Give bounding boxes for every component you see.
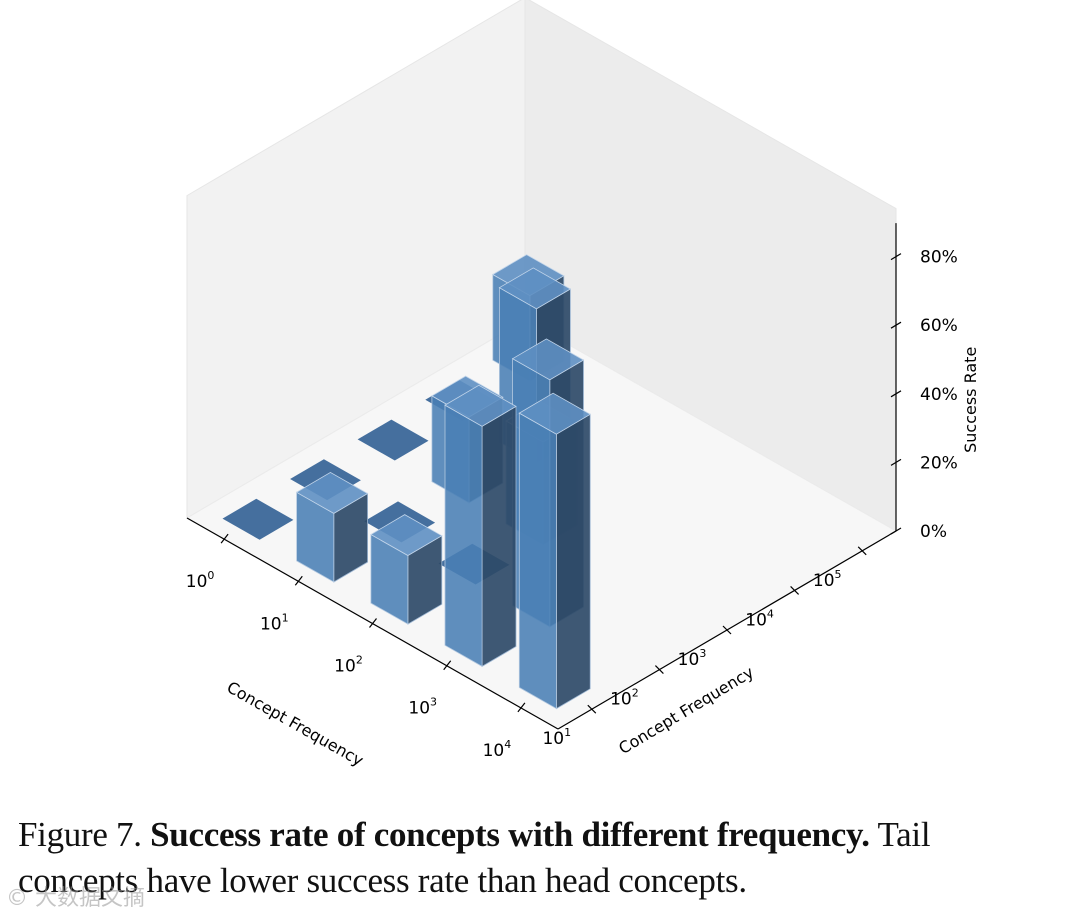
x-tick-label: 102 bbox=[334, 654, 363, 677]
tick-base: 10 bbox=[334, 657, 356, 677]
y-tick-label: 102 bbox=[610, 687, 639, 710]
tick-base: 10 bbox=[483, 741, 505, 761]
bar-top-face bbox=[295, 471, 369, 514]
z-axis-title: Success Rate bbox=[961, 347, 980, 453]
tick-exponent: 0 bbox=[207, 569, 214, 582]
bar-top-face bbox=[370, 514, 443, 556]
caption-bold-title: Success rate of concepts with different … bbox=[150, 815, 870, 854]
y-axis-tick bbox=[722, 625, 732, 635]
caption-body-first: Tail bbox=[877, 815, 931, 854]
bar bbox=[518, 392, 591, 710]
z-axis-tick bbox=[890, 458, 902, 466]
tick-base: 10 bbox=[610, 690, 632, 710]
z-tick-label: 80% bbox=[920, 248, 958, 268]
z-axis-tick bbox=[890, 321, 902, 329]
x-axis-tick bbox=[369, 618, 377, 628]
tick-exponent: 2 bbox=[632, 687, 639, 700]
tick-exponent: 2 bbox=[356, 654, 363, 667]
y-axis-tick bbox=[790, 585, 800, 595]
x-axis-title: Concept Frequency bbox=[224, 677, 367, 770]
x-axis-tick bbox=[443, 660, 452, 671]
caption-figure-label: Figure 7. bbox=[18, 815, 142, 854]
tick-base: 10 bbox=[542, 729, 564, 749]
tick-exponent: 1 bbox=[564, 726, 571, 739]
bar-top-face bbox=[518, 392, 591, 435]
tick-exponent: 4 bbox=[504, 738, 511, 751]
x-tick-label: 100 bbox=[186, 569, 215, 592]
bar-top-face bbox=[498, 267, 572, 310]
tick-exponent: 5 bbox=[835, 568, 842, 581]
bar-base bbox=[222, 498, 294, 540]
x-axis-tick bbox=[517, 702, 526, 713]
x-tick-label: 103 bbox=[408, 696, 437, 719]
z-axis-tick bbox=[890, 527, 902, 535]
tick-base: 10 bbox=[186, 572, 208, 592]
tick-base: 10 bbox=[260, 614, 282, 634]
y-tick-label: 105 bbox=[813, 568, 842, 591]
x-tick-label: 104 bbox=[483, 738, 512, 761]
z-axis-tick bbox=[890, 253, 902, 261]
bar-front-face bbox=[444, 404, 483, 668]
tick-exponent: 4 bbox=[767, 607, 774, 620]
tick-exponent: 3 bbox=[430, 696, 437, 709]
bar-top-face bbox=[444, 384, 517, 427]
z-tick-label: 20% bbox=[920, 453, 958, 473]
tick-exponent: 3 bbox=[699, 647, 706, 660]
tick-exponent: 1 bbox=[282, 611, 289, 624]
bar-side-face bbox=[556, 413, 591, 710]
x-tick-label: 101 bbox=[260, 611, 289, 634]
y-axis-tick bbox=[587, 704, 597, 714]
bar-base bbox=[357, 419, 429, 461]
y-tick-label: 103 bbox=[678, 647, 707, 670]
x-axis-tick bbox=[220, 533, 229, 544]
figure-caption: Figure 7. Success rate of concepts with … bbox=[18, 812, 1073, 904]
z-tick-label: 0% bbox=[920, 522, 947, 542]
y-axis-tick bbox=[654, 665, 664, 675]
tick-base: 10 bbox=[813, 571, 835, 591]
z-tick-label: 40% bbox=[920, 385, 958, 405]
bar-front-face bbox=[518, 412, 557, 710]
bar bbox=[222, 498, 294, 540]
bar bbox=[444, 384, 517, 668]
bar-side-face bbox=[481, 405, 517, 668]
z-tick-label: 60% bbox=[920, 316, 958, 336]
z-axis-tick bbox=[890, 390, 902, 398]
y-axis-tick bbox=[857, 546, 867, 556]
tick-base: 10 bbox=[408, 699, 430, 719]
tick-base: 10 bbox=[745, 610, 767, 630]
bar bbox=[357, 419, 429, 461]
bar bbox=[295, 471, 369, 583]
chart-bars bbox=[222, 254, 591, 710]
bar bbox=[370, 514, 443, 625]
y-tick-label: 101 bbox=[542, 726, 571, 749]
x-axis-tick bbox=[294, 575, 303, 586]
caption-body-rest: concepts have lower success rate than he… bbox=[18, 861, 747, 900]
y-tick-label: 104 bbox=[745, 607, 774, 630]
bar-top-face bbox=[511, 338, 585, 381]
tick-base: 10 bbox=[678, 650, 700, 670]
